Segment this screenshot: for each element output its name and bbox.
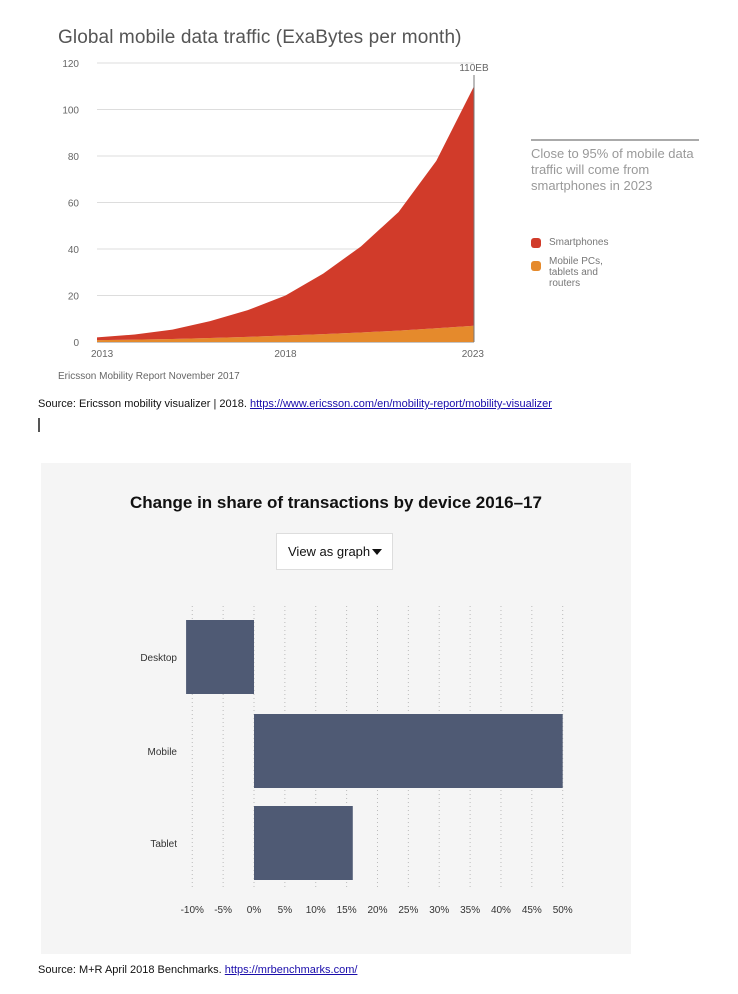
- chart2-title: Change in share of transactions by devic…: [130, 493, 542, 512]
- chart1-note-rule: [531, 139, 699, 141]
- source-text-mr: Source: M+R April 2018 Benchmarks.: [38, 964, 225, 976]
- x-tick-label: 10%: [306, 905, 326, 916]
- legend-label-smartphones: Smartphones: [549, 237, 609, 248]
- chart1-title: Global mobile data traffic (ExaBytes per…: [58, 27, 462, 48]
- source-label: Source:: [38, 398, 76, 410]
- y-tick-label: 0: [73, 338, 79, 349]
- chart2-plot: -10% -5% 0% 5% 10% 15% 20% 25% 30% 35% 40% 45% 50% De…: [140, 606, 573, 916]
- source-text: Ericsson mobility visualizer | 2018.: [75, 398, 250, 410]
- mrbenchmarks-link[interactable]: https://mrbenchmarks.com/: [224, 964, 358, 976]
- bar-mobile: [254, 714, 563, 788]
- chart2-panel: Change in share of transactions by devic…: [41, 463, 631, 954]
- x-tick-label: 2013: [91, 349, 114, 360]
- y-tick-label: 40: [68, 245, 80, 256]
- x-tick-label: 0%: [247, 905, 262, 916]
- legend-label-mobile-pcs: Mobile PCs, tablets and routers: [549, 256, 603, 289]
- x-tick-label: 15%: [337, 905, 357, 916]
- y-tick-label: 80: [68, 152, 80, 163]
- peak-label: 110EB: [459, 63, 489, 74]
- x-tick-label: 2023: [462, 349, 485, 360]
- x-tick-label: 2018: [274, 349, 297, 360]
- x-tick-label: -5%: [214, 905, 232, 916]
- bar-tablet: [254, 806, 353, 880]
- x-tick-label: -10%: [181, 905, 204, 916]
- x-tick-label: 40%: [491, 905, 511, 916]
- y-tick-label: 120: [62, 59, 79, 70]
- area-series-1: [97, 86, 474, 341]
- chevron-down-icon: [372, 549, 382, 555]
- chart1-plot: 0 20 40 60 80 100 120 110EB 2013 2018 2023: [62, 59, 489, 360]
- text-cursor: [38, 418, 40, 432]
- y-tick-label: 20: [68, 292, 80, 303]
- category-label-desktop: Desktop: [140, 653, 177, 664]
- view-as-graph-dropdown[interactable]: View as graph: [276, 533, 393, 570]
- x-tick-label: 20%: [367, 905, 387, 916]
- chart1-credit: Ericsson Mobility Report November 2017: [58, 371, 240, 382]
- x-tick-label: 25%: [398, 905, 418, 916]
- x-tick-label: 5%: [278, 905, 293, 916]
- view-select-label: View as graph: [288, 544, 371, 559]
- category-label-tablet: Tablet: [150, 839, 177, 850]
- x-tick-label: 45%: [522, 905, 542, 916]
- legend-swatch-smartphones: [531, 238, 541, 248]
- source-line-ericsson: Source: Ericsson mobility visualizer | 2…: [38, 398, 552, 410]
- y-tick-label: 100: [62, 106, 79, 117]
- source-line-mr: Source: M+R April 2018 Benchmarks. https…: [38, 964, 357, 976]
- y-tick-label: 60: [68, 199, 80, 210]
- legend-swatch-mobile-pcs: [531, 261, 541, 271]
- x-tick-label: 35%: [460, 905, 480, 916]
- area-series-0: [97, 325, 474, 342]
- x-tick-label: 50%: [553, 905, 573, 916]
- chart1-note: Close to 95% of mobile data traffic will…: [531, 146, 694, 193]
- ericsson-source-link[interactable]: https://www.ericsson.com/en/mobility-rep…: [249, 398, 552, 410]
- x-tick-label: 30%: [429, 905, 449, 916]
- category-label-mobile: Mobile: [148, 747, 178, 758]
- bar-desktop: [186, 620, 254, 694]
